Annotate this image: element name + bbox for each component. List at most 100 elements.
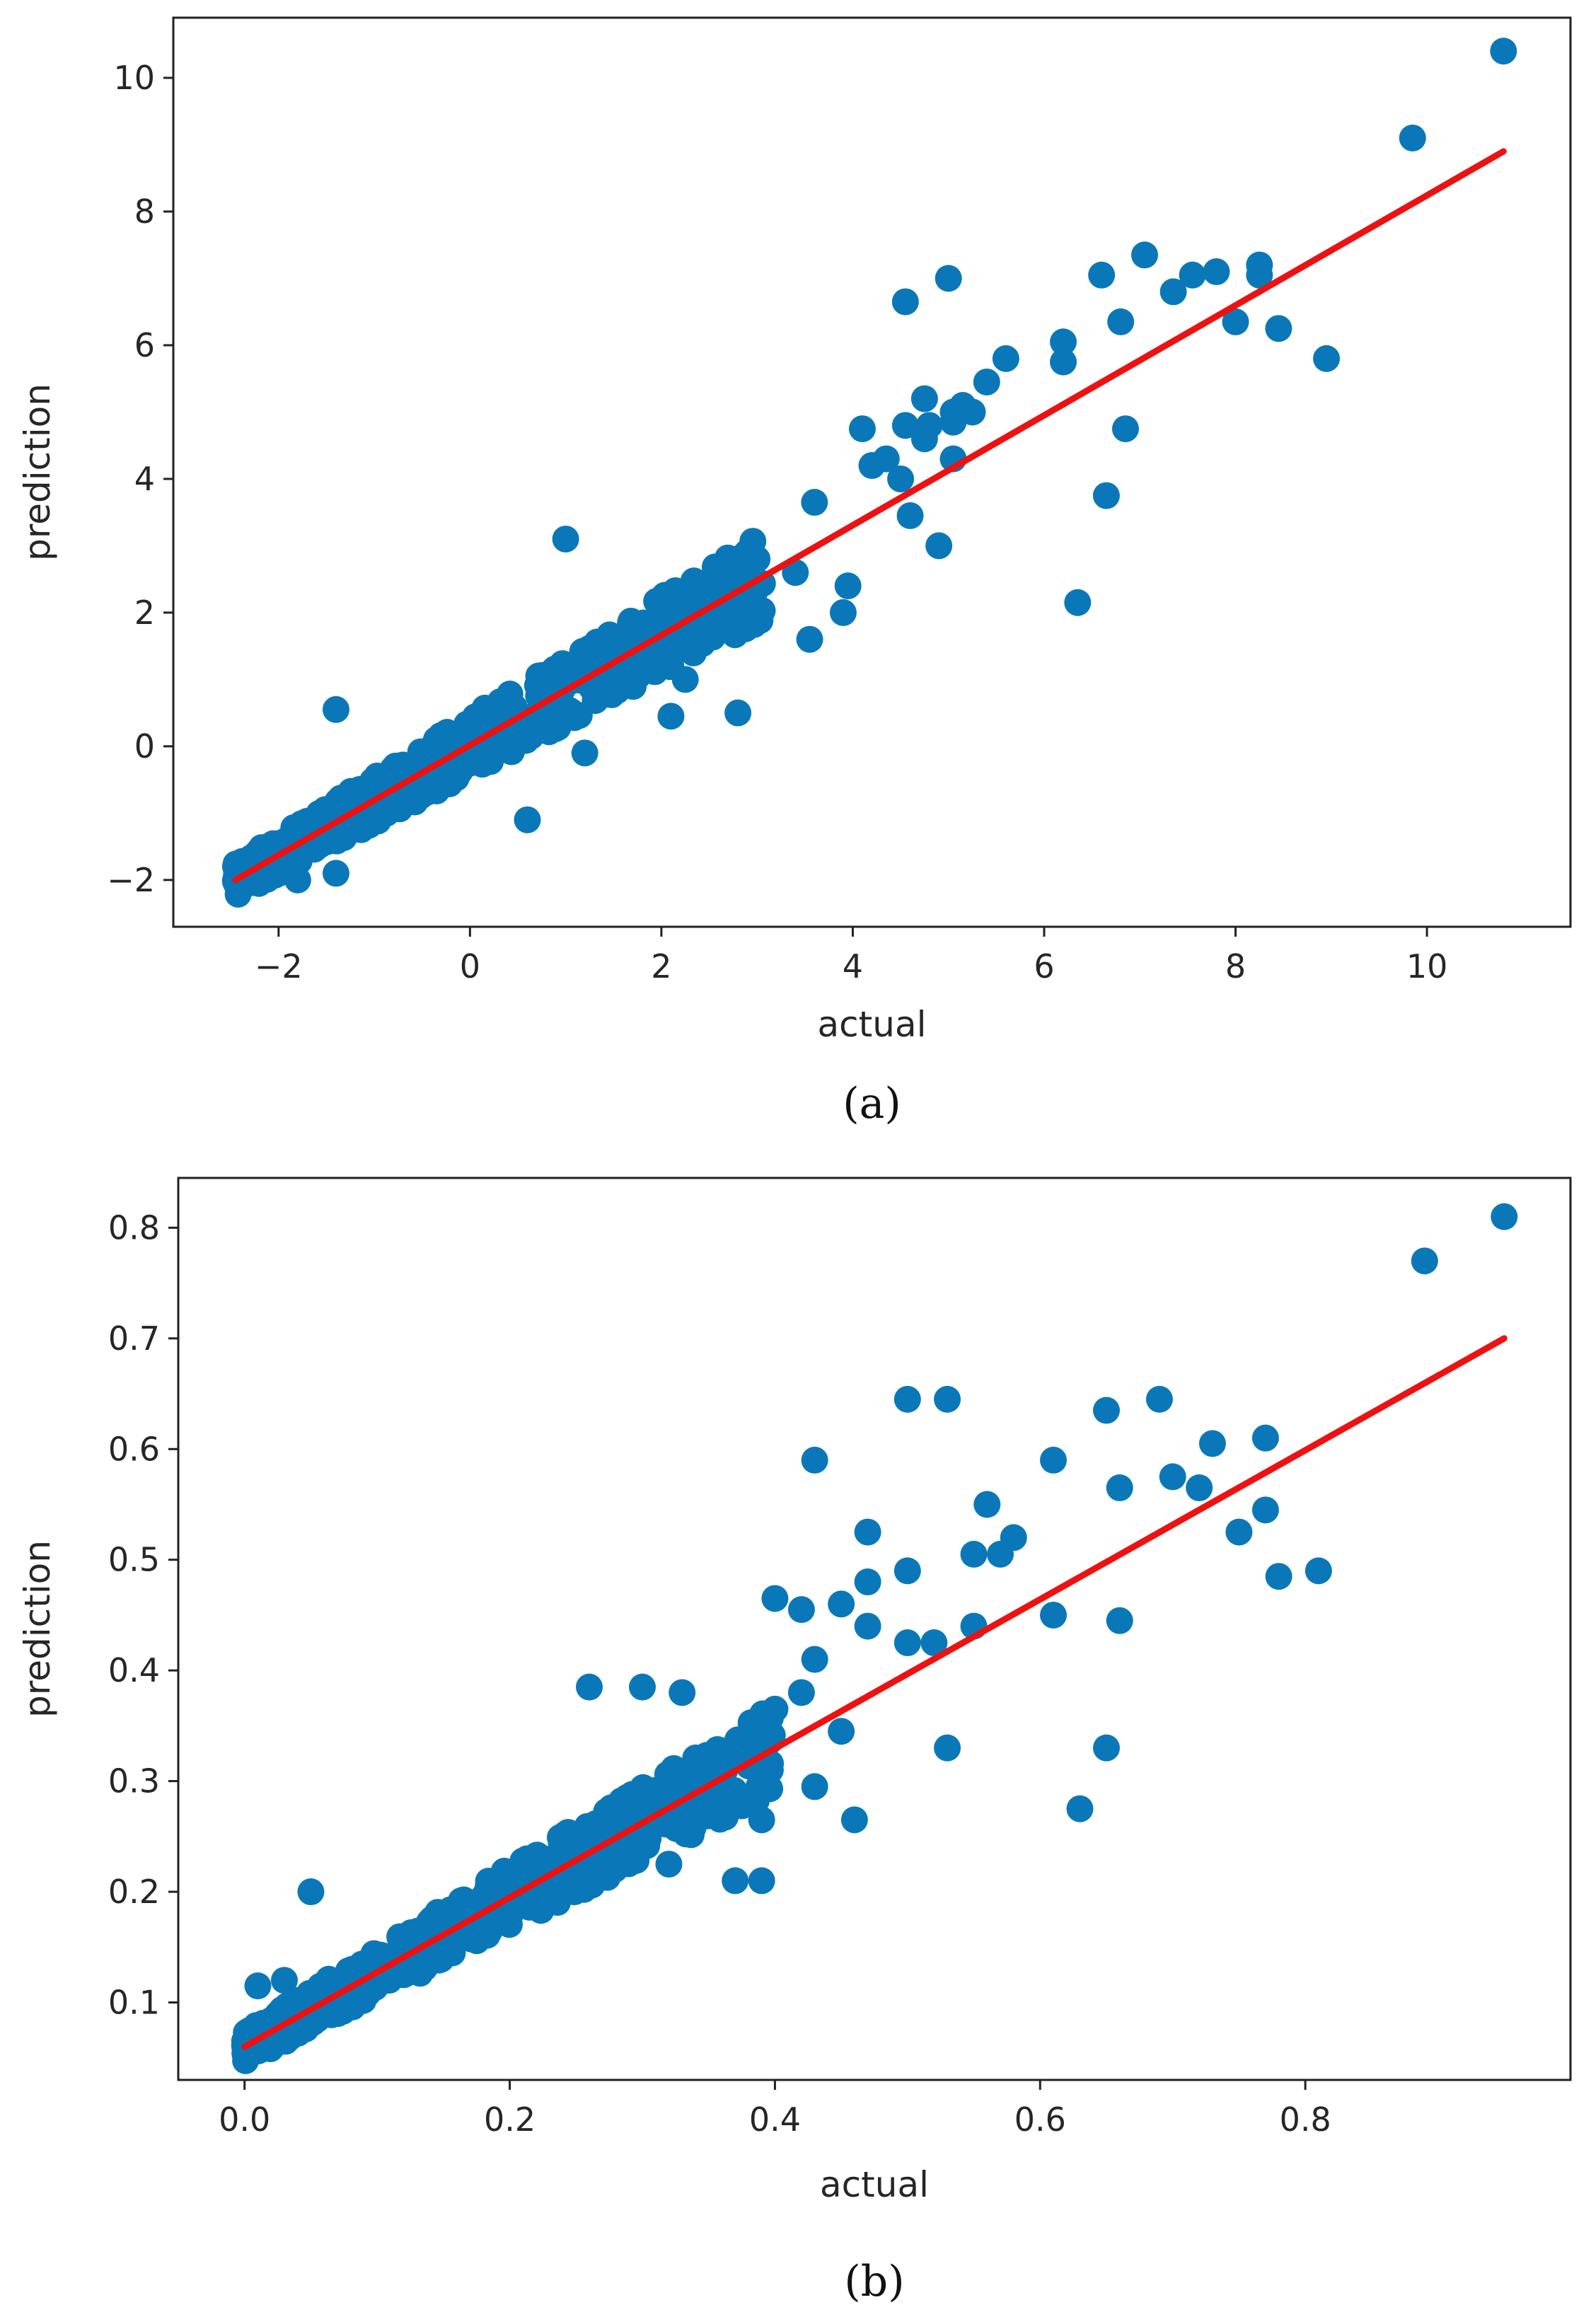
data-point xyxy=(920,1629,948,1657)
data-point xyxy=(322,860,349,887)
y-tick-label: 10 xyxy=(113,59,155,97)
data-point xyxy=(552,525,579,553)
data-point xyxy=(1179,261,1206,289)
data-point xyxy=(854,1612,881,1640)
data-point xyxy=(858,452,886,480)
data-point xyxy=(569,637,596,665)
data-point xyxy=(582,687,609,715)
y-tick-label: −2 xyxy=(107,861,155,899)
data-point xyxy=(758,1721,786,1749)
data-point xyxy=(1411,1247,1438,1275)
data-point xyxy=(891,412,919,439)
data-point xyxy=(374,763,401,791)
fit-line-group xyxy=(232,148,1507,884)
data-point xyxy=(1093,1397,1120,1424)
data-point xyxy=(1222,308,1249,335)
x-tick-label: 0.6 xyxy=(1014,2100,1066,2139)
data-point xyxy=(934,1385,961,1413)
data-point xyxy=(437,764,465,792)
plot-frame xyxy=(172,16,1572,928)
data-point xyxy=(373,799,400,827)
data-point xyxy=(1050,328,1077,356)
data-point xyxy=(893,1629,921,1657)
data-point xyxy=(576,1673,603,1701)
data-point xyxy=(748,1867,775,1895)
data-point xyxy=(709,1737,736,1764)
data-point xyxy=(1106,1474,1133,1502)
data-point xyxy=(828,1590,855,1618)
data-point xyxy=(294,807,321,835)
data-point xyxy=(722,1867,749,1895)
x-tick-label: 0.0 xyxy=(219,2100,270,2139)
fit-line-group xyxy=(241,1335,1508,2050)
data-point xyxy=(617,607,644,635)
data-point xyxy=(973,1491,1001,1518)
data-point xyxy=(896,502,924,529)
y-tick-label: 0.7 xyxy=(108,1319,160,1358)
data-point xyxy=(1000,1524,1027,1551)
data-point xyxy=(1251,1496,1279,1524)
data-point xyxy=(660,1754,688,1782)
data-point xyxy=(748,1806,775,1834)
y-tick-label: 2 xyxy=(134,594,155,632)
x-tick-label: 0.4 xyxy=(749,2100,801,2139)
data-point xyxy=(1106,1607,1133,1634)
x-tick-label: 0 xyxy=(460,947,480,985)
data-point xyxy=(514,806,541,833)
data-point xyxy=(854,1518,881,1546)
data-point xyxy=(801,1773,828,1800)
data-point xyxy=(801,1446,828,1474)
data-point xyxy=(801,489,828,516)
data-point xyxy=(542,715,569,743)
data-point xyxy=(1093,1734,1120,1762)
data-point xyxy=(787,1596,815,1624)
data-point xyxy=(840,1806,868,1834)
data-point xyxy=(1066,1795,1094,1822)
data-point xyxy=(796,625,823,653)
data-point xyxy=(656,1809,683,1837)
x-axis-label: actual xyxy=(820,2164,929,2205)
regression-line xyxy=(241,1335,1508,2050)
data-point xyxy=(1131,241,1159,269)
data-point xyxy=(1092,482,1120,509)
data-point xyxy=(910,385,938,412)
data-point xyxy=(724,699,752,727)
scatter-chart-b: 0.0 0.2 0.4 0.6 0.80.10.20.30.40.50.60.70.8 … xyxy=(17,1177,1572,2306)
y-tick-label: 0.3 xyxy=(108,1762,160,1800)
data-point xyxy=(581,1863,608,1890)
data-point xyxy=(828,1718,855,1745)
y-tick-label: 4 xyxy=(134,460,155,498)
data-point xyxy=(1490,37,1517,65)
data-point xyxy=(787,1679,815,1706)
data-point xyxy=(528,661,556,689)
data-point xyxy=(297,1878,325,1906)
y-axis-label: prediction xyxy=(17,383,58,561)
y-axis-label: prediction xyxy=(17,1540,58,1718)
x-tick-label: 8 xyxy=(1225,947,1246,985)
data-point xyxy=(270,1967,298,1994)
data-point xyxy=(1399,125,1426,152)
data-point xyxy=(490,731,517,758)
data-point xyxy=(629,1673,656,1701)
data-point xyxy=(657,703,685,730)
panel-caption: (b) xyxy=(844,2257,904,2306)
data-point xyxy=(1265,1563,1292,1590)
data-point xyxy=(744,545,771,573)
data-point xyxy=(1107,308,1135,335)
data-point xyxy=(652,1781,679,1808)
chart-panel-b: 0.0 0.2 0.4 0.6 0.8 0.1 0.2 0.3 0.4 0.5 0.6 0.7 0.8 … xyxy=(0,1135,1591,2324)
y-tick-label: 0.6 xyxy=(108,1430,160,1468)
data-point xyxy=(347,814,374,842)
y-tick-label: 8 xyxy=(134,192,155,231)
data-point xyxy=(1251,1424,1279,1452)
data-point xyxy=(509,1847,537,1875)
data-point xyxy=(1198,1430,1226,1457)
data-point xyxy=(496,1902,523,1930)
data-point xyxy=(829,599,857,626)
data-point xyxy=(1040,1601,1068,1629)
data-point xyxy=(848,415,876,443)
y-tick-label: 0.8 xyxy=(108,1208,160,1247)
x-tick-label: 0.2 xyxy=(484,2100,536,2139)
data-point xyxy=(1040,1446,1068,1474)
data-point xyxy=(676,635,704,662)
